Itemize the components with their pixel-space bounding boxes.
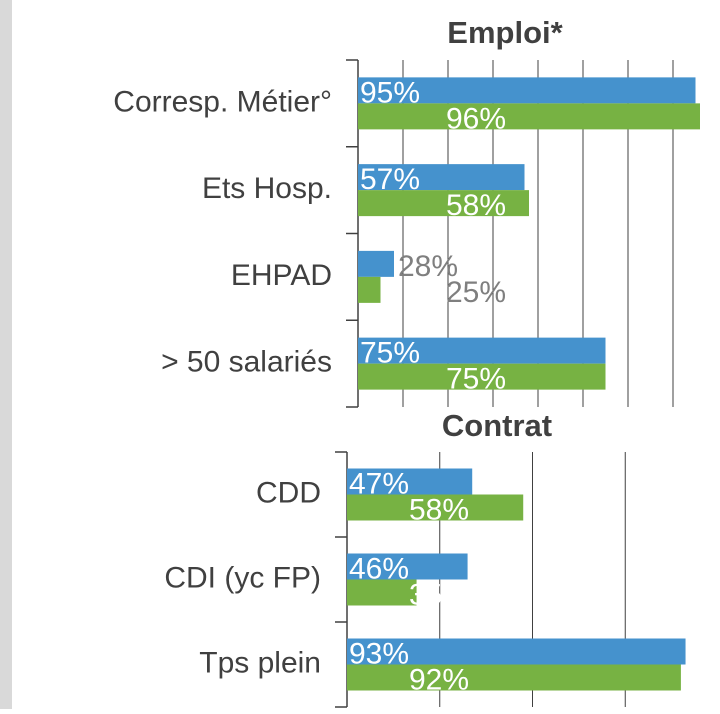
side-strip <box>0 0 12 709</box>
value-label: 25% <box>446 276 506 309</box>
bar <box>358 190 529 217</box>
bar <box>358 164 525 191</box>
bar <box>358 363 606 390</box>
bar <box>358 103 700 130</box>
bar <box>347 468 473 495</box>
value-label: 28% <box>398 250 458 283</box>
bar <box>347 494 524 521</box>
chart-title: Emploi* <box>447 15 563 50</box>
category-label: Corresp. Métier° <box>113 85 332 118</box>
bar <box>347 664 681 691</box>
category-label: Ets Hosp. <box>202 172 332 205</box>
value-label: 75% <box>446 363 506 396</box>
bar <box>358 77 696 104</box>
value-label: 58% <box>446 189 506 222</box>
bar <box>347 553 468 580</box>
category-label: Tps plein <box>199 646 321 679</box>
category-label: > 50 salariés <box>161 346 332 379</box>
value-label: 35 <box>409 578 442 611</box>
bar <box>358 250 394 277</box>
value-label: 92% <box>409 663 469 696</box>
category-label: CDD <box>256 476 321 509</box>
value-label: 96% <box>446 102 506 135</box>
chart-title: Contrat <box>442 408 552 443</box>
bar <box>347 638 686 665</box>
value-label: 58% <box>409 493 469 526</box>
category-label: CDI (yc FP) <box>164 561 321 594</box>
category-label: EHPAD <box>231 259 332 292</box>
bar <box>358 276 381 303</box>
bar <box>347 579 417 606</box>
bar <box>358 337 606 364</box>
